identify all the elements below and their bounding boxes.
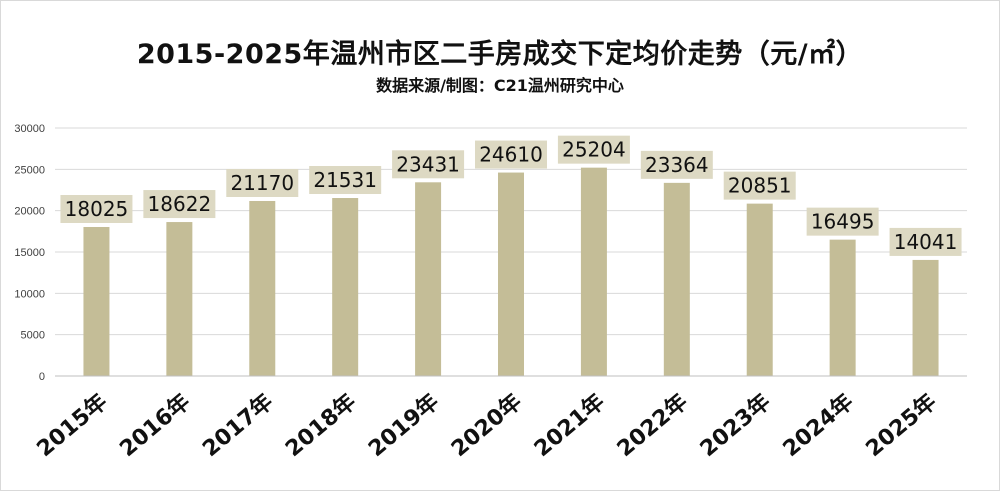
bar: [580, 167, 607, 376]
x-tick-label: 2016年: [115, 389, 195, 462]
y-tick-label: 10000: [14, 288, 45, 300]
y-tick-label: 30000: [14, 123, 45, 135]
bar: [83, 226, 110, 376]
data-label-box: [640, 150, 713, 179]
data-label: 25204: [562, 138, 626, 162]
bar: [663, 182, 690, 376]
data-label: 18622: [148, 192, 212, 216]
bar: [829, 239, 856, 376]
data-labels: 18025 18622 21170 21531 23431 24610 25204 23364…: [60, 135, 962, 256]
data-label-box: [557, 135, 630, 164]
chart-subtitle: 数据来源/制图：C21温州研究中心: [376, 76, 624, 95]
x-tick-label: 2020年: [446, 389, 526, 462]
x-tick-label: 2022年: [612, 389, 692, 462]
y-tick-label: 0: [39, 371, 45, 383]
x-tick-label: 2017年: [198, 389, 278, 462]
y-tick-label: 15000: [14, 247, 45, 259]
data-label: 21531: [313, 168, 377, 192]
data-label-box: [723, 171, 796, 200]
x-tick-label: 2019年: [363, 389, 443, 462]
data-label: 14041: [894, 230, 958, 254]
data-label-box: [889, 227, 962, 256]
bar: [166, 222, 193, 376]
y-axis: 0 5000 10000 15000 20000 25000 30000: [14, 123, 45, 383]
data-label-box: [392, 150, 465, 179]
data-label-box: [60, 194, 133, 223]
bar: [746, 203, 773, 376]
x-tick-label: 2024年: [778, 389, 858, 462]
bar: [912, 259, 939, 376]
x-tick-label: 2023年: [695, 389, 775, 462]
bars: [83, 167, 939, 376]
bar: [415, 182, 442, 376]
bar: [249, 200, 276, 376]
data-label: 21170: [230, 171, 294, 195]
data-label: 24610: [479, 143, 543, 167]
x-tick-label: 2021年: [529, 389, 609, 462]
data-label-box: [475, 140, 547, 169]
bar: [332, 198, 359, 376]
chart-title: 2015-2025年温州市区二手房成交下定均价走势（元/㎡）: [136, 39, 864, 70]
x-tick-label: 2015年: [32, 389, 112, 462]
data-label: 16495: [811, 210, 875, 234]
x-tick-label: 2018年: [281, 389, 361, 462]
data-label: 23431: [396, 152, 460, 176]
x-axis: 2015年 2016年 2017年 2018年 2019年 2020年 2021年 2022年…: [32, 375, 967, 462]
data-label: 18025: [65, 197, 129, 221]
data-label-box: [309, 166, 382, 195]
data-label: 20851: [728, 174, 792, 198]
y-tick-label: 5000: [21, 330, 45, 342]
data-label-box: [226, 168, 299, 197]
bar: [498, 172, 524, 376]
y-tick-label: 25000: [14, 164, 45, 176]
data-label-box: [143, 190, 216, 219]
data-label-box: [806, 207, 879, 236]
x-tick-label: 2025年: [861, 389, 941, 462]
data-label: 23364: [645, 153, 709, 177]
y-tick-label: 20000: [14, 206, 45, 218]
